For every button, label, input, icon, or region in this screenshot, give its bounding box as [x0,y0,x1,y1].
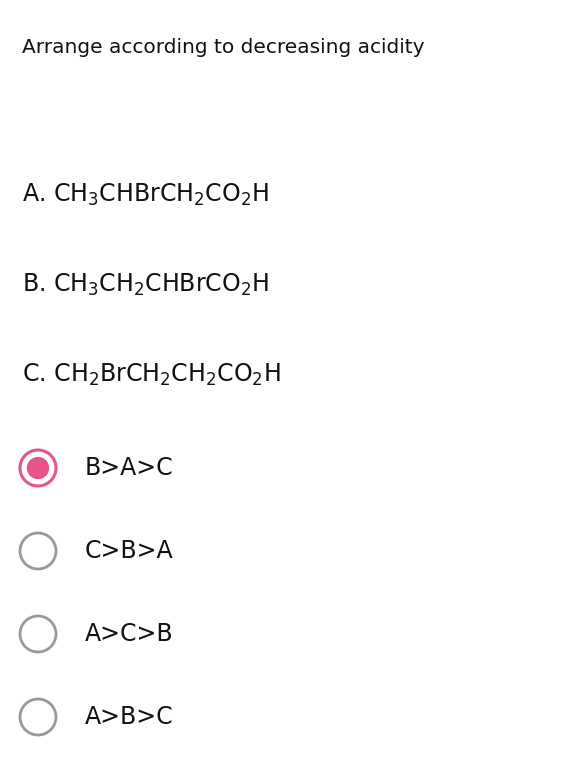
Text: B. CH$_{3}$CH$_{2}$CHBrCO$_{2}$H: B. CH$_{3}$CH$_{2}$CHBrCO$_{2}$H [22,272,269,298]
Text: C. CH$_{2}$BrCH$_{2}$CH$_{2}$CO$_{2}$H: C. CH$_{2}$BrCH$_{2}$CH$_{2}$CO$_{2}$H [22,362,281,388]
Text: A>B>C: A>B>C [85,705,173,729]
Text: B>A>C: B>A>C [85,456,173,480]
Text: C>B>A: C>B>A [85,539,173,563]
Text: Arrange according to decreasing acidity: Arrange according to decreasing acidity [22,38,424,57]
Text: A>C>B: A>C>B [85,622,173,646]
Text: A. CH$_{3}$CHBrCH$_{2}$CO$_{2}$H: A. CH$_{3}$CHBrCH$_{2}$CO$_{2}$H [22,182,269,208]
Circle shape [28,457,49,478]
